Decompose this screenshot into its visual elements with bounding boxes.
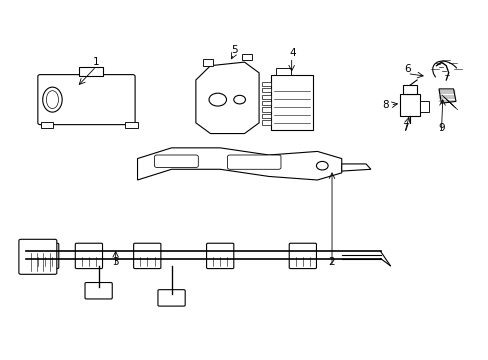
FancyBboxPatch shape bbox=[203, 59, 212, 66]
FancyBboxPatch shape bbox=[41, 122, 53, 128]
Circle shape bbox=[156, 156, 167, 165]
Text: 8: 8 bbox=[382, 100, 388, 110]
FancyBboxPatch shape bbox=[271, 75, 312, 130]
Text: 7: 7 bbox=[401, 123, 407, 133]
Text: 5: 5 bbox=[231, 45, 238, 55]
Circle shape bbox=[208, 93, 226, 106]
Text: 3: 3 bbox=[112, 257, 119, 267]
Ellipse shape bbox=[42, 87, 62, 112]
FancyBboxPatch shape bbox=[79, 67, 103, 76]
Text: 6: 6 bbox=[403, 64, 410, 74]
FancyBboxPatch shape bbox=[133, 243, 161, 269]
FancyBboxPatch shape bbox=[242, 54, 251, 60]
Text: 4: 4 bbox=[289, 48, 296, 58]
Text: 2: 2 bbox=[328, 257, 335, 267]
Ellipse shape bbox=[46, 91, 59, 109]
FancyBboxPatch shape bbox=[262, 120, 271, 125]
FancyBboxPatch shape bbox=[75, 243, 102, 269]
FancyBboxPatch shape bbox=[419, 102, 428, 112]
FancyBboxPatch shape bbox=[262, 114, 271, 118]
FancyBboxPatch shape bbox=[288, 243, 316, 269]
Circle shape bbox=[316, 161, 327, 170]
FancyBboxPatch shape bbox=[19, 239, 57, 274]
FancyBboxPatch shape bbox=[276, 68, 290, 75]
Polygon shape bbox=[137, 148, 341, 180]
Circle shape bbox=[238, 156, 250, 165]
FancyBboxPatch shape bbox=[399, 94, 419, 116]
FancyBboxPatch shape bbox=[85, 283, 112, 299]
Circle shape bbox=[233, 95, 245, 104]
Polygon shape bbox=[196, 62, 259, 134]
Text: 9: 9 bbox=[437, 123, 444, 133]
FancyBboxPatch shape bbox=[262, 95, 271, 99]
FancyBboxPatch shape bbox=[262, 82, 271, 86]
Polygon shape bbox=[438, 89, 455, 103]
FancyBboxPatch shape bbox=[158, 290, 185, 306]
FancyBboxPatch shape bbox=[38, 75, 135, 125]
FancyBboxPatch shape bbox=[227, 155, 281, 169]
FancyBboxPatch shape bbox=[262, 101, 271, 105]
FancyBboxPatch shape bbox=[125, 122, 137, 128]
Polygon shape bbox=[341, 164, 370, 171]
FancyBboxPatch shape bbox=[154, 155, 198, 167]
FancyBboxPatch shape bbox=[262, 108, 271, 112]
FancyBboxPatch shape bbox=[262, 88, 271, 93]
FancyBboxPatch shape bbox=[206, 243, 233, 269]
FancyBboxPatch shape bbox=[402, 85, 416, 94]
Text: 1: 1 bbox=[93, 57, 100, 67]
FancyBboxPatch shape bbox=[31, 243, 59, 269]
